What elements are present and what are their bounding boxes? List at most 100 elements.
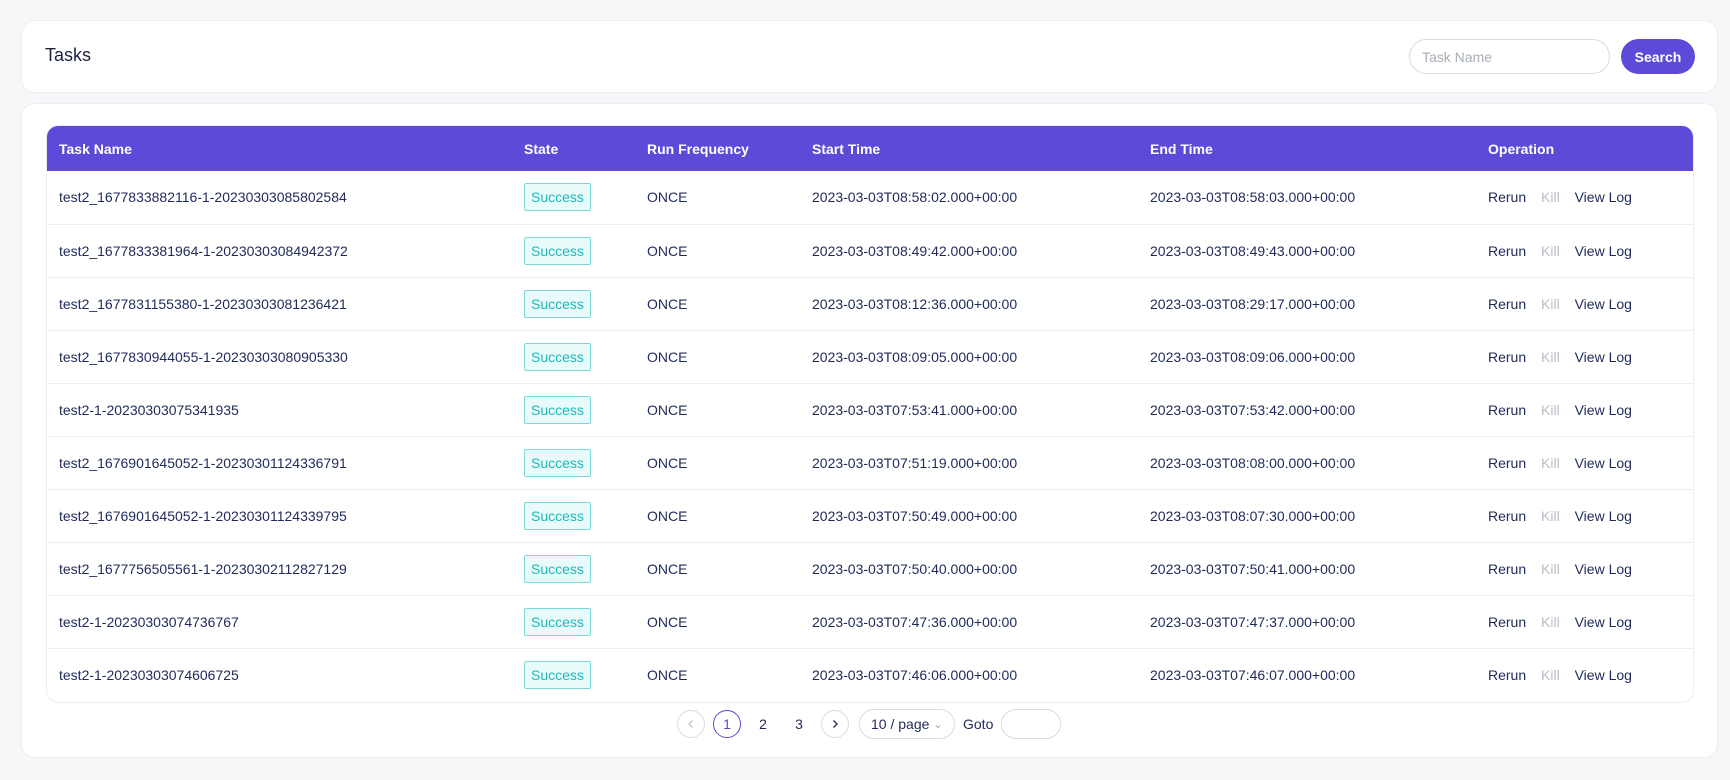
operation-cell: Rerun Kill View Log [1476,224,1693,277]
kill-link[interactable]: Kill [1541,507,1560,524]
table-header-row: Task Name State Run Frequency Start Time… [47,126,1693,171]
kill-link[interactable]: Kill [1541,295,1560,312]
table-row: test2_1677830944055-1-20230303080905330 … [47,330,1693,383]
kill-link[interactable]: Kill [1541,454,1560,471]
view-log-link[interactable]: View Log [1574,613,1632,630]
task-name-cell: test2_1677833882116-1-20230303085802584 [59,189,347,206]
end-time-cell: 2023-03-03T07:46:07.000+00:00 [1150,666,1356,683]
tasks-panel: Task Name State Run Frequency Start Time… [21,103,1718,758]
page-title: Tasks [45,45,92,65]
table-row: test2-1-20230303074606725 Success ONCE 2… [47,648,1693,701]
rerun-link[interactable]: Rerun [1488,613,1527,630]
task-name-search-input[interactable] [1409,39,1610,74]
kill-link[interactable]: Kill [1541,666,1560,683]
next-page-button[interactable] [821,710,849,738]
column-header-start-time: Start Time [812,140,881,157]
tasks-table: Task Name State Run Frequency Start Time… [47,126,1693,701]
end-time-cell: 2023-03-03T08:49:43.000+00:00 [1150,242,1356,259]
view-log-link[interactable]: View Log [1574,348,1632,365]
rerun-link[interactable]: Rerun [1488,560,1527,577]
rerun-link[interactable]: Rerun [1488,295,1527,312]
kill-link[interactable]: Kill [1541,189,1560,206]
task-name-cell: test2_1677830944055-1-20230303080905330 [59,348,348,365]
page-2-button[interactable]: 2 [759,716,767,732]
page-1-button[interactable]: 1 [713,710,741,738]
kill-link[interactable]: Kill [1541,401,1560,418]
run-frequency-cell: ONCE [647,295,688,312]
run-frequency-cell: ONCE [647,666,688,683]
kill-link[interactable]: Kill [1541,560,1560,577]
run-frequency-cell: ONCE [647,613,688,630]
run-frequency-cell: ONCE [647,401,688,418]
operation-cell: Rerun Kill View Log [1476,277,1693,330]
column-header-end-time: End Time [1150,140,1213,157]
start-time-cell: 2023-03-03T08:58:02.000+00:00 [812,189,1018,206]
view-log-link[interactable]: View Log [1574,454,1632,471]
task-name-cell: test2_1677833381964-1-20230303084942372 [59,242,348,259]
operation-cell: Rerun Kill View Log [1476,542,1693,595]
end-time-cell: 2023-03-03T07:47:37.000+00:00 [1150,613,1356,630]
status-badge: Success [524,501,591,530]
operation-cell: Rerun Kill View Log [1476,489,1693,542]
end-time-cell: 2023-03-03T08:29:17.000+00:00 [1150,295,1356,312]
task-name-cell: test2-1-20230303075341935 [59,401,239,418]
task-name-cell: test2_1677831155380-1-20230303081236421 [59,295,347,312]
rerun-link[interactable]: Rerun [1488,401,1527,418]
header-card: Tasks Search [21,20,1718,93]
end-time-cell: 2023-03-03T07:50:41.000+00:00 [1150,560,1356,577]
table-row: test2-1-20230303074736767 Success ONCE 2… [47,595,1693,648]
rerun-link[interactable]: Rerun [1488,666,1527,683]
view-log-link[interactable]: View Log [1574,401,1632,418]
view-log-link[interactable]: View Log [1574,242,1632,259]
view-log-link[interactable]: View Log [1574,189,1632,206]
task-name-cell: test2_1676901645052-1-20230301124336791 [59,454,347,471]
view-log-link[interactable]: View Log [1574,507,1632,524]
start-time-cell: 2023-03-03T07:51:19.000+00:00 [812,454,1018,471]
start-time-cell: 2023-03-03T08:49:42.000+00:00 [812,242,1018,259]
view-log-link[interactable]: View Log [1574,560,1632,577]
end-time-cell: 2023-03-03T08:08:00.000+00:00 [1150,454,1356,471]
start-time-cell: 2023-03-03T07:47:36.000+00:00 [812,613,1018,630]
status-badge: Success [524,183,591,212]
kill-link[interactable]: Kill [1541,348,1560,365]
run-frequency-cell: ONCE [647,454,688,471]
end-time-cell: 2023-03-03T08:09:06.000+00:00 [1150,348,1356,365]
view-log-link[interactable]: View Log [1574,666,1632,683]
rerun-link[interactable]: Rerun [1488,242,1527,259]
chevron-right-icon [833,720,838,728]
table-row: test2-1-20230303075341935 Success ONCE 2… [47,383,1693,436]
rerun-link[interactable]: Rerun [1488,454,1527,471]
rerun-link[interactable]: Rerun [1488,348,1527,365]
operation-cell: Rerun Kill View Log [1476,648,1693,701]
task-name-cell: test2_1677756505561-1-20230302112827129 [59,560,347,577]
start-time-cell: 2023-03-03T07:53:41.000+00:00 [812,401,1018,418]
kill-link[interactable]: Kill [1541,242,1560,259]
start-time-cell: 2023-03-03T07:50:40.000+00:00 [812,560,1018,577]
table-row: test2_1676901645052-1-20230301124336791 … [47,436,1693,489]
task-name-cell: test2_1676901645052-1-20230301124339795 [59,507,347,524]
status-badge: Success [524,660,591,689]
table-row: test2_1677833381964-1-20230303084942372 … [47,224,1693,277]
column-header-task-name: Task Name [59,140,132,157]
status-badge: Success [524,236,591,265]
status-badge: Success [524,554,591,583]
rerun-link[interactable]: Rerun [1488,507,1527,524]
prev-page-button[interactable] [677,710,705,738]
end-time-cell: 2023-03-03T07:53:42.000+00:00 [1150,401,1356,418]
rerun-link[interactable]: Rerun [1488,189,1527,206]
table-row: test2_1677756505561-1-20230302112827129 … [47,542,1693,595]
run-frequency-cell: ONCE [647,189,688,206]
goto-page-input[interactable] [1001,709,1062,739]
task-name-cell: test2-1-20230303074606725 [59,666,239,683]
tasks-table-container: Task Name State Run Frequency Start Time… [46,125,1694,703]
chevron-down-icon: ⌄ [933,718,943,731]
status-badge: Success [524,342,591,371]
kill-link[interactable]: Kill [1541,613,1560,630]
search-button[interactable]: Search [1621,39,1695,74]
page-3-button[interactable]: 3 [795,716,803,732]
page-size-select[interactable]: 10 / page ⌄ [859,709,955,739]
column-header-run-frequency: Run Frequency [647,140,749,157]
pagination: 1 2 3 10 / page ⌄ Goto [677,709,1062,739]
status-badge: Success [524,395,591,424]
view-log-link[interactable]: View Log [1574,295,1632,312]
